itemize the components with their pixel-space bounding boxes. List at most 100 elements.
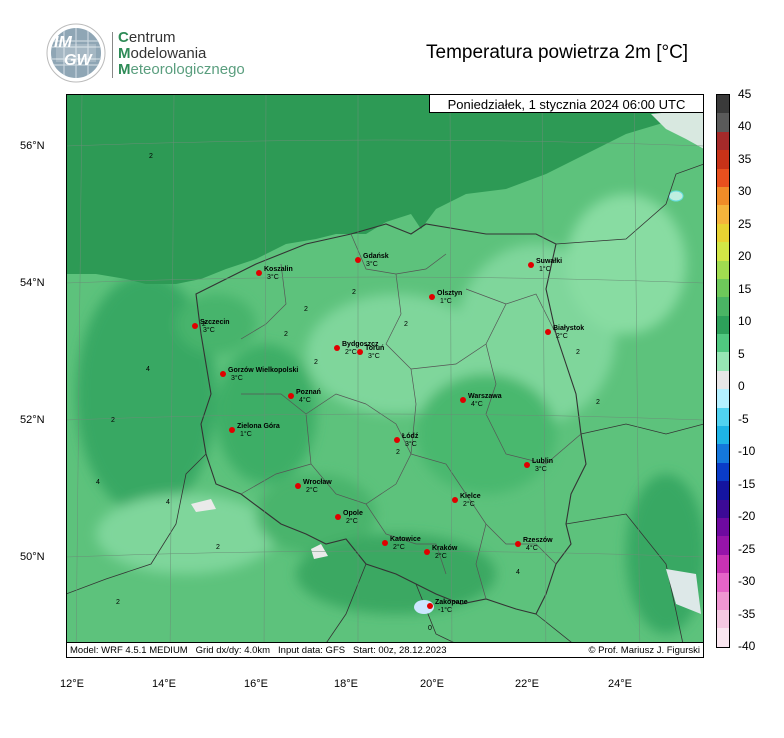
city-name: Rzeszów [523, 537, 553, 544]
org-line2-cap: M [118, 45, 131, 62]
colorbar-segment [717, 591, 729, 610]
longitude-label: 18°E [334, 678, 358, 690]
city-marker [424, 549, 430, 555]
colorbar-segment [717, 536, 729, 555]
forecast-date: Poniedziałek, 1 stycznia 2024 06:00 UTC [429, 94, 704, 113]
city-name: Szczecin [200, 319, 230, 326]
colorbar-segment [717, 628, 729, 647]
org-line3-rest: eteorologicznego [130, 61, 245, 78]
colorbar-segment [717, 297, 729, 316]
longitude-label: 16°E [244, 678, 268, 690]
contour-label: 2 [596, 399, 600, 406]
city-marker [357, 349, 363, 355]
org-line1-rest: entrum [128, 29, 176, 46]
city-name: Toruń [365, 345, 384, 352]
longitude-label: 22°E [515, 678, 539, 690]
city-temperature: 3°C [267, 273, 279, 281]
city-name: Bydgoszcz [342, 341, 379, 348]
colorbar-label: 25 [738, 216, 752, 231]
contour-label: 2 [149, 153, 153, 160]
contour-label: 2 [202, 321, 206, 328]
colorbar-segment [717, 242, 729, 261]
city-marker [524, 462, 530, 468]
colorbar-label: 30 [738, 184, 752, 199]
city-name: Gorzów Wielkopolski [228, 367, 298, 374]
contour-label: 0 [428, 625, 432, 632]
colorbar-label: 45 [738, 87, 752, 101]
grid-info: Grid dx/dy: 4.0km [195, 645, 271, 656]
longitude-label: 12°E [60, 678, 84, 690]
colorbar-label: 10 [738, 314, 752, 329]
city-temperature: 2°C [346, 517, 358, 525]
colorbar-segment [717, 131, 729, 151]
colorbar-label: 5 [738, 346, 745, 361]
colorbar-segment [717, 573, 729, 592]
city-marker [220, 371, 226, 377]
city-marker [528, 262, 534, 268]
colorbar-label: -5 [738, 411, 749, 426]
city-temperature: 3°C [366, 260, 378, 268]
city-temperature: 4°C [471, 400, 483, 408]
city-marker [382, 540, 388, 546]
colorbar-label: 0 [738, 379, 745, 394]
contour-label: 2 [314, 359, 318, 366]
model-name: Model: WRF 4.5.1 MEDIUM [70, 645, 188, 656]
input-data: Input data: GFS [278, 645, 346, 656]
colorbar-segment [717, 352, 729, 371]
colorbar-segment [717, 113, 729, 132]
city-name: Kielce [460, 493, 481, 500]
city-temperature: 4°C [526, 544, 538, 552]
latitude-label: 50°N [20, 551, 45, 563]
city-marker [355, 257, 361, 263]
model-info-bar: Model: WRF 4.5.1 MEDIUM Grid dx/dy: 4.0k… [66, 642, 704, 658]
colorbar-segment [717, 150, 729, 169]
colorbar-label: 40 [738, 119, 752, 134]
contour-labels: 2 2 2 2 2 2 2 2 2 2 2 2 2 4 4 4 4 0 [96, 153, 600, 632]
colorbar-segment [717, 517, 729, 537]
colorbar-segment [717, 499, 729, 518]
city-name: Koszalin [264, 266, 293, 273]
imgw-logo-icon [46, 23, 106, 83]
city-marker [256, 270, 262, 276]
city-name: Poznań [296, 389, 321, 396]
colorbar-label: 15 [738, 281, 752, 296]
organization-name: Centrum Modelowania Meteorologicznego [118, 30, 245, 78]
city-marker [545, 329, 551, 335]
colorbar-label: -35 [738, 606, 756, 621]
city-marker [429, 294, 435, 300]
city-temperature: 2°C [556, 332, 568, 340]
city-temperature: 3°C [368, 352, 380, 360]
colorbar-label: -10 [738, 444, 756, 459]
city-marker [427, 603, 433, 609]
city-temperature: 4°C [299, 396, 311, 404]
city-temperature: 1°C [440, 297, 452, 305]
city-marker [394, 437, 400, 443]
city-name: Kraków [432, 545, 458, 552]
colorbar-label: -20 [738, 509, 756, 524]
colorbar-segment [717, 278, 729, 298]
colorbar-label: 20 [738, 249, 752, 264]
contour-label: 2 [216, 544, 220, 551]
city-marker [334, 345, 340, 351]
colorbar-segment [717, 334, 729, 353]
city-marker [335, 514, 341, 520]
city-marker [229, 427, 235, 433]
city-name: Łódź [402, 433, 419, 440]
city-name: Zielona Góra [237, 423, 280, 430]
contour-label: 2 [284, 331, 288, 338]
colorbar-segment [717, 407, 729, 427]
colorbar-label: -25 [738, 541, 756, 556]
city-marker [452, 497, 458, 503]
credit: © Prof. Mariusz J. Figurski [588, 645, 700, 656]
city-temperature: 1°C [240, 430, 252, 438]
city-temperature: 1°C [539, 265, 551, 273]
colorbar-label: -30 [738, 574, 756, 589]
colorbar-segment [717, 168, 729, 187]
org-line2-rest: odelowania [130, 45, 207, 62]
contour-label: 4 [516, 569, 520, 576]
city-name: Katowice [390, 536, 421, 543]
city-marker [288, 393, 294, 399]
longitude-label: 14°E [152, 678, 176, 690]
city-marker [192, 323, 198, 329]
